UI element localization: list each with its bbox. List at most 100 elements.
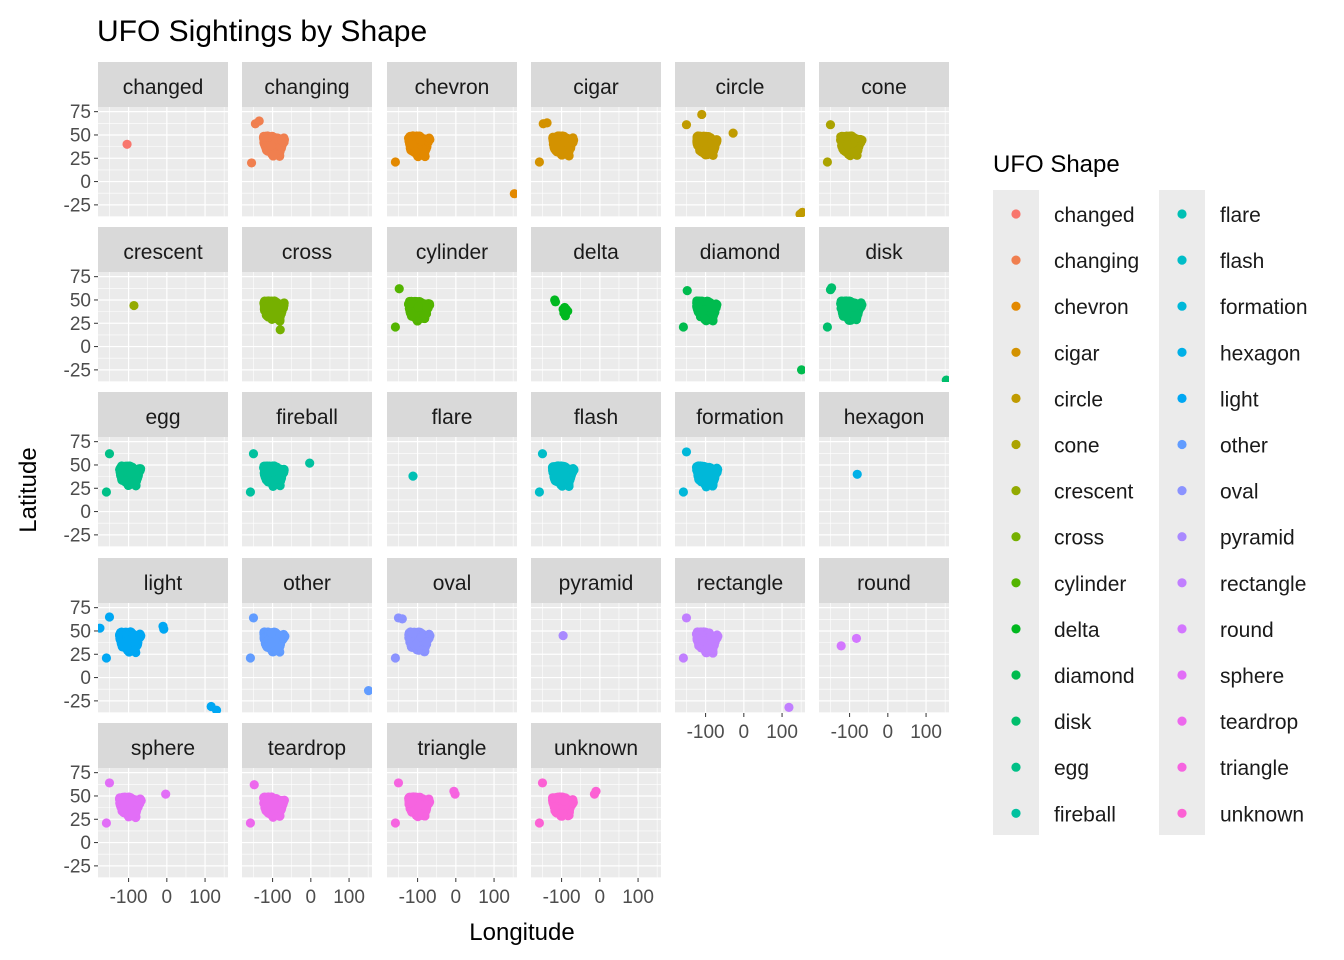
gridlines bbox=[387, 107, 517, 217]
strip-label: flare bbox=[432, 406, 473, 429]
strip-label: egg bbox=[145, 406, 180, 429]
panel-background bbox=[819, 107, 949, 217]
strip-background bbox=[242, 392, 372, 437]
data-point bbox=[822, 157, 833, 167]
strip-label: delta bbox=[573, 241, 619, 264]
panel-background bbox=[98, 272, 228, 382]
data-point bbox=[415, 134, 425, 145]
data-point bbox=[706, 303, 716, 313]
data-point bbox=[827, 283, 837, 293]
strip-background bbox=[98, 392, 228, 437]
data-point bbox=[842, 140, 852, 150]
facet-diamond: diamond bbox=[675, 227, 805, 382]
data-point bbox=[825, 120, 836, 130]
data-point bbox=[259, 132, 269, 142]
facet-cigar: cigar bbox=[531, 62, 661, 217]
data-point bbox=[275, 325, 285, 335]
data-point bbox=[542, 118, 552, 128]
data-point bbox=[847, 131, 857, 142]
gridlines bbox=[98, 107, 228, 217]
panel-background bbox=[675, 272, 805, 382]
strip-label: cylinder bbox=[416, 241, 488, 264]
points bbox=[678, 286, 805, 375]
data-point bbox=[682, 286, 692, 296]
facet-flash: flash bbox=[531, 392, 661, 547]
data-point bbox=[129, 300, 139, 311]
data-point bbox=[707, 474, 717, 484]
y-tick-label: 75 bbox=[70, 432, 91, 453]
data-point bbox=[700, 314, 710, 324]
facet-chevron: chevron bbox=[387, 62, 517, 217]
facet-fireball: fireball bbox=[242, 392, 372, 547]
points bbox=[822, 120, 867, 167]
strip-label: diamond bbox=[700, 241, 781, 264]
gridlines bbox=[531, 272, 661, 382]
panel-background bbox=[675, 437, 805, 547]
strip-label: circle bbox=[715, 76, 764, 99]
strip-background bbox=[675, 227, 805, 272]
data-point bbox=[420, 310, 430, 320]
strip-background bbox=[387, 62, 517, 107]
strip-background bbox=[387, 227, 517, 272]
data-point bbox=[268, 151, 278, 161]
strip-label: cone bbox=[861, 76, 907, 99]
data-point bbox=[124, 479, 134, 489]
data-point bbox=[941, 375, 949, 382]
facet-formation: formation bbox=[675, 392, 805, 547]
y-tick-label: 25 bbox=[70, 149, 91, 170]
y-tick-label: -25 bbox=[64, 195, 91, 216]
points bbox=[390, 284, 435, 332]
panel-background bbox=[387, 107, 517, 217]
points bbox=[678, 447, 723, 497]
data-point bbox=[413, 302, 424, 312]
x-axis-title: Longitude bbox=[469, 919, 574, 946]
panel-background bbox=[242, 437, 372, 547]
facet-changing: changing bbox=[242, 62, 372, 217]
panel-background bbox=[531, 272, 661, 382]
data-point bbox=[822, 322, 833, 332]
data-point bbox=[270, 301, 280, 311]
gridlines bbox=[819, 437, 949, 547]
gridlines bbox=[242, 272, 372, 382]
points bbox=[98, 612, 222, 713]
panel-background bbox=[387, 272, 517, 382]
panel-background bbox=[98, 437, 228, 547]
data-point bbox=[122, 139, 132, 149]
data-point bbox=[394, 284, 404, 294]
facet-flare: flare bbox=[387, 392, 517, 547]
data-point bbox=[836, 132, 846, 142]
facet-hexagon: hexagon bbox=[819, 392, 949, 547]
data-point bbox=[130, 634, 140, 644]
facet-circle: circle bbox=[675, 62, 805, 217]
data-point bbox=[852, 469, 862, 479]
points bbox=[681, 109, 805, 217]
data-point bbox=[556, 147, 566, 157]
data-point bbox=[246, 158, 257, 168]
panel-background bbox=[675, 107, 805, 217]
gridlines bbox=[98, 603, 228, 713]
points bbox=[245, 449, 315, 497]
y-tick-label: -25 bbox=[64, 525, 91, 546]
strip-background bbox=[387, 392, 517, 437]
panel-background bbox=[531, 107, 661, 217]
strip-label: cigar bbox=[573, 76, 619, 99]
strip-background bbox=[819, 392, 949, 437]
facet-cross: cross bbox=[242, 227, 372, 382]
gridlines bbox=[387, 272, 517, 382]
panel-background bbox=[387, 437, 517, 547]
data-point bbox=[797, 207, 805, 217]
strip-background bbox=[819, 62, 949, 107]
data-point bbox=[563, 306, 573, 316]
panel-background bbox=[98, 107, 228, 217]
panel-background bbox=[819, 437, 949, 547]
y-tick-label: 50 bbox=[70, 455, 91, 476]
y-tick-label: 25 bbox=[70, 479, 91, 500]
gridlines bbox=[98, 272, 228, 382]
data-point bbox=[390, 322, 401, 332]
data-point bbox=[712, 464, 723, 474]
facet-cone: cone bbox=[819, 62, 949, 217]
strip-label: hexagon bbox=[844, 406, 925, 429]
